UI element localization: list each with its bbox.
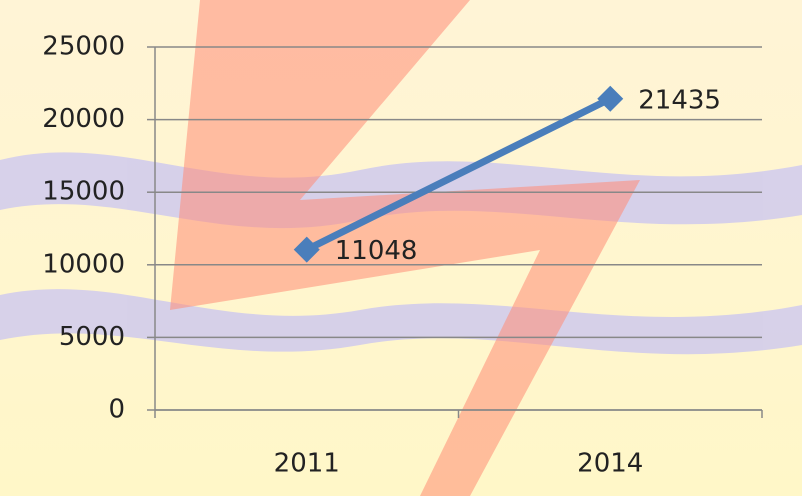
data-label: 21435: [638, 85, 721, 115]
chart: 0 5000 10000 15000 20000 25000 2011 2014 11048 21…: [0, 0, 802, 496]
x-tick-label: 2014: [577, 449, 643, 479]
x-tick-label: 2011: [274, 449, 340, 479]
y-tick-label: 15000: [42, 177, 125, 207]
y-tick-label: 20000: [42, 104, 125, 134]
y-tick-label: 25000: [42, 32, 125, 62]
y-tick-label: 0: [108, 395, 125, 425]
data-label: 11048: [335, 236, 418, 266]
y-tick-label: 10000: [42, 249, 125, 279]
y-tick-label: 5000: [59, 322, 125, 352]
